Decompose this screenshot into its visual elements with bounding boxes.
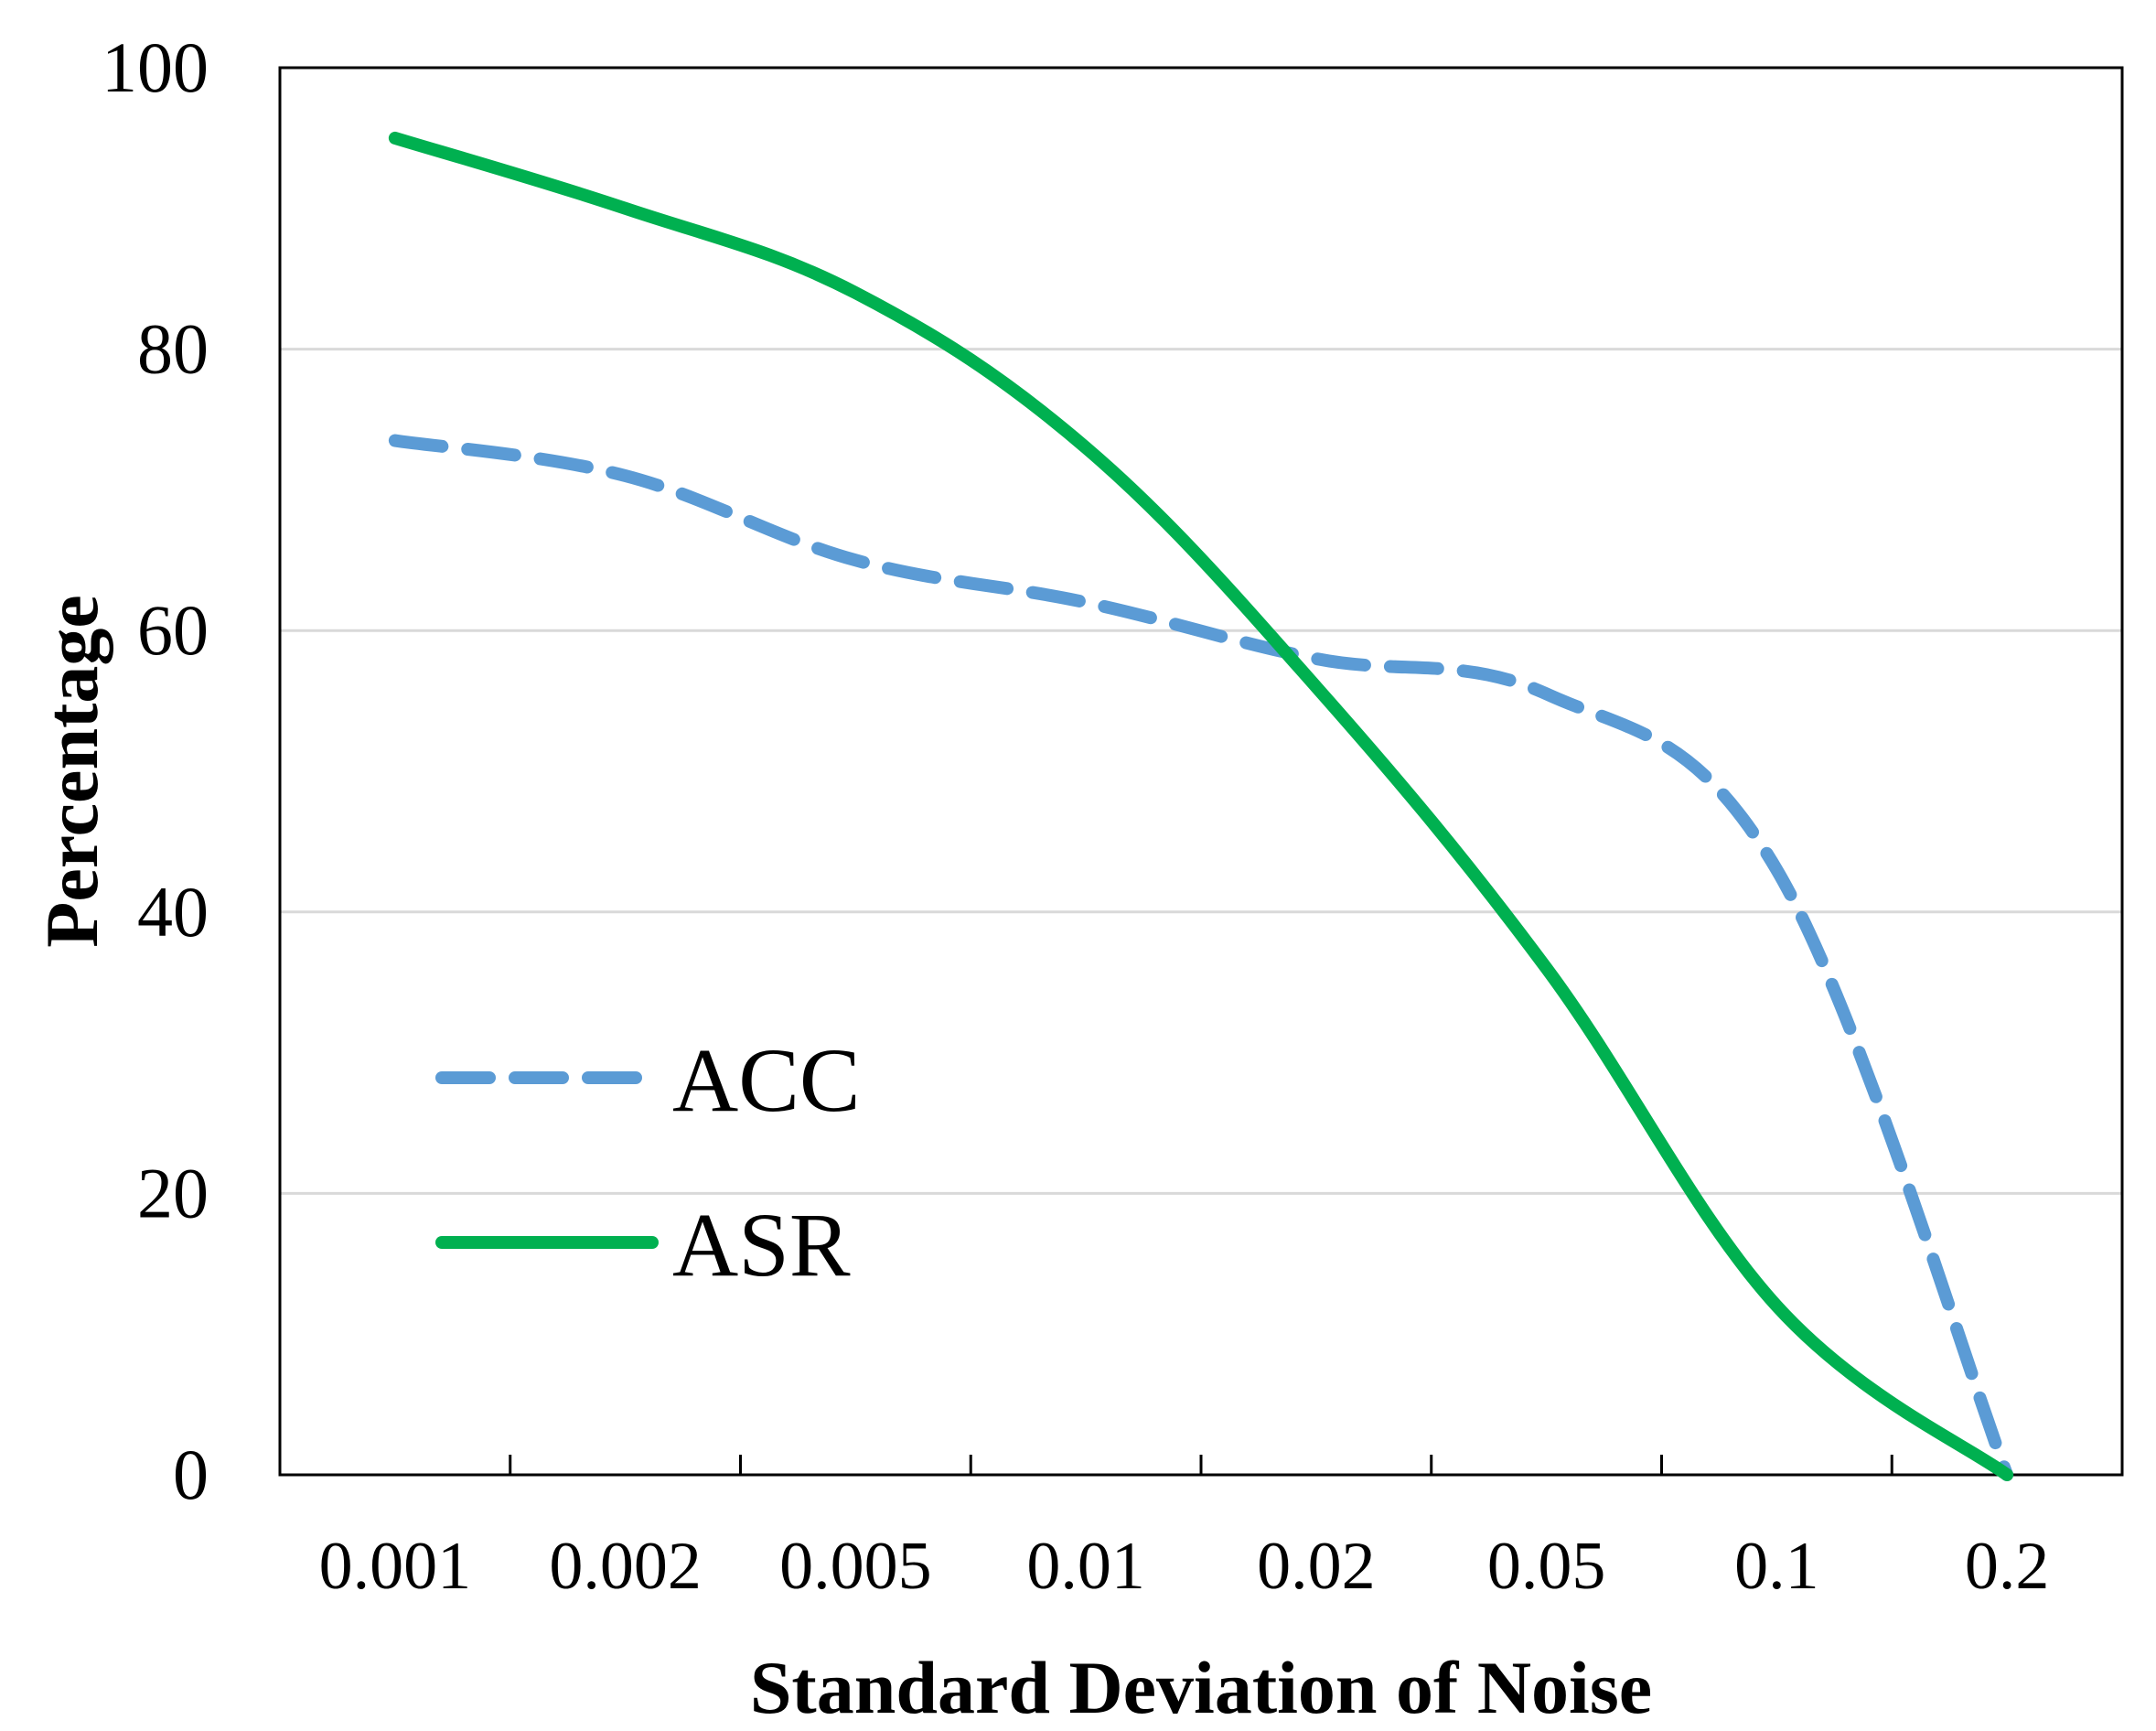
plot-area-border <box>278 66 2124 1477</box>
y-tick-label: 80 <box>137 309 209 389</box>
y-tick-label: 40 <box>137 872 209 952</box>
y-tick-label: 100 <box>102 27 209 107</box>
y-tick-label: 20 <box>137 1153 209 1232</box>
x-axis-tick-marks <box>509 1455 1893 1475</box>
y-axis-tick-labels: 0 20 40 60 80 100 <box>102 27 209 1514</box>
series-line-asr <box>388 131 2014 1481</box>
x-axis-title: Standard Deviation of Noise <box>750 1646 1652 1729</box>
legend-label-acc: ACC <box>672 1029 861 1131</box>
y-tick-label: 0 <box>173 1435 209 1514</box>
x-axis-tick-labels: 0.001 0.002 0.005 0.01 0.02 0.05 0.1 0.2 <box>319 1529 2050 1604</box>
x-tick-label: 0.05 <box>1487 1529 1606 1604</box>
x-tick-label: 0.1 <box>1734 1529 1819 1604</box>
x-tick-label: 0.01 <box>1026 1529 1145 1604</box>
x-tick-label: 0.005 <box>779 1529 932 1604</box>
x-tick-label: 0.02 <box>1257 1529 1376 1604</box>
series-lines <box>388 131 2014 1481</box>
legend: ACC ASR <box>435 1029 861 1296</box>
y-tick-label: 60 <box>137 590 209 670</box>
y-axis-title: Percentage <box>30 595 113 948</box>
x-tick-label: 0.2 <box>1965 1529 2050 1604</box>
x-tick-label: 0.002 <box>549 1529 702 1604</box>
gridlines <box>280 348 2122 1195</box>
series-line-acc <box>388 434 2014 1481</box>
x-tick-label: 0.001 <box>319 1529 472 1604</box>
legend-label-asr: ASR <box>672 1194 851 1296</box>
